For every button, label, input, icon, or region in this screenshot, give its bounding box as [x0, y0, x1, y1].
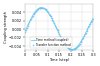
- Transfer function method: [41, 7, 42, 8]
- Line: Transfer function method: Transfer function method: [24, 7, 94, 50]
- Time method (coupled): [93, 18, 94, 19]
- Transfer function method: [24, 31, 26, 32]
- Time method (coupled): [74, 48, 76, 49]
- Transfer function method: [33, 14, 34, 15]
- Line: Time method (coupled): Time method (coupled): [25, 8, 93, 50]
- Transfer function method: [93, 18, 94, 19]
- X-axis label: Time (step): Time (step): [49, 58, 69, 62]
- Time method (coupled): [47, 11, 48, 12]
- Legend: Time method (coupled), Transfer function method: Time method (coupled), Transfer function…: [30, 37, 72, 48]
- Time method (coupled): [24, 31, 26, 32]
- Time method (coupled): [41, 7, 42, 8]
- Time method (coupled): [71, 49, 73, 50]
- Transfer function method: [74, 48, 76, 49]
- Y-axis label: Coupling strength: Coupling strength: [4, 11, 8, 43]
- Transfer function method: [52, 19, 53, 20]
- Transfer function method: [71, 49, 73, 50]
- Time method (coupled): [33, 14, 34, 15]
- Time method (coupled): [52, 19, 53, 20]
- Transfer function method: [47, 11, 48, 12]
